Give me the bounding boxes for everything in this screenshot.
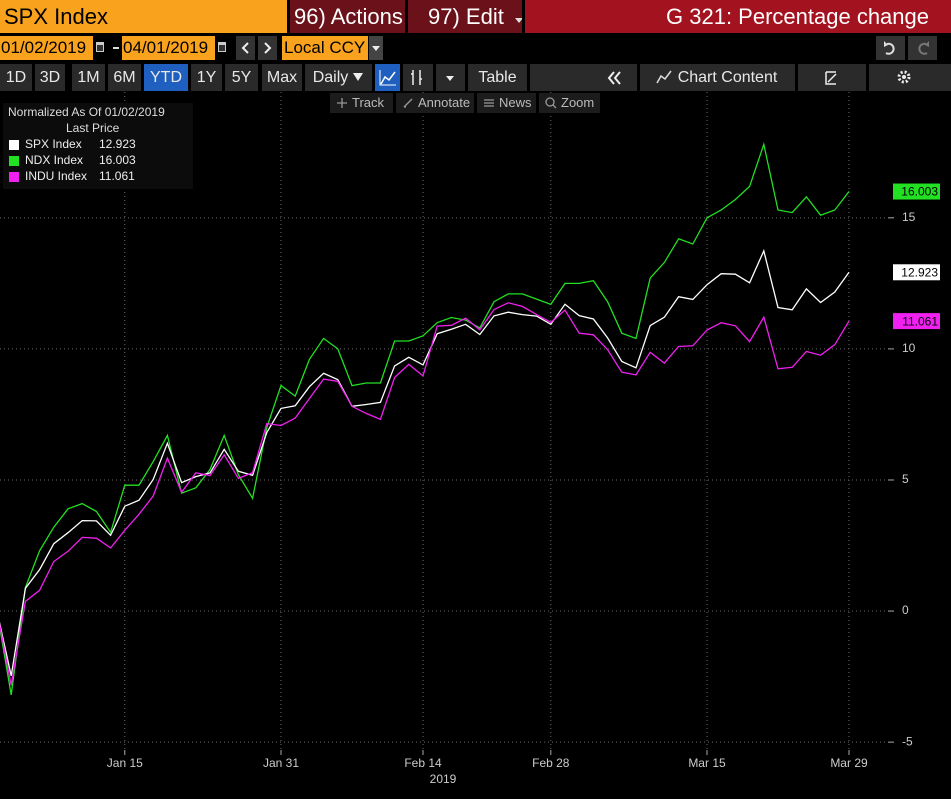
frequency-select[interactable]: Daily [305,64,372,91]
legend-swatch [9,156,19,166]
end-date-input[interactable]: 04/01/2019 [122,36,215,60]
chart: -5 0 5 10 15 Jan 15 Jan 31 Feb 14 Feb 28 Mar 15 Ma… [0,92,940,786]
tool-icon [545,97,557,109]
legend-swatch [9,172,19,182]
x-axis-label: 2019 [430,772,457,786]
undo-redo[interactable] [876,36,938,60]
last-value-box [893,313,940,330]
tool-button[interactable]: News [477,93,536,113]
last-value-label: 11.061 [902,314,938,328]
start-date-input[interactable]: 01/02/2019 [0,36,93,60]
legend-label: INDU Index [25,169,87,183]
edit-label: 97) Edit [428,4,504,29]
last-value-label: 12.923 [901,265,938,279]
tool-button[interactable]: Track [330,93,393,113]
x-tick-label: Jan 15 [107,756,143,770]
actions-menu[interactable]: 96) Actions [290,0,405,33]
tool-icon [484,99,494,107]
series-line [0,248,850,676]
actions-label: 96) Actions [294,4,403,29]
page-title: G 321: Percentage change [525,0,951,33]
tool-icon [403,98,413,108]
dropdown-arrow[interactable] [369,36,383,60]
x-tick-label: Feb 28 [532,756,570,770]
series-line [0,141,850,696]
security-field[interactable]: SPX Index [0,0,287,33]
last-value-label: 16.003 [901,185,938,199]
tool-icon [337,98,347,108]
period-button[interactable]: 1D [0,64,32,91]
x-tick-label: Mar 29 [830,756,868,770]
period-button[interactable]: YTD [144,64,188,91]
frequency-label: Daily [312,69,349,86]
legend-value: 11.061 [99,169,135,183]
table-button[interactable]: Table [468,64,527,91]
dropdown-arrow [514,18,522,23]
period-button[interactable]: 6M [108,64,141,91]
period-button[interactable]: 3D [35,64,65,91]
currency-select[interactable]: Local CCY [282,36,368,60]
series-line [0,302,850,686]
period-button[interactable]: 1Y [191,64,222,91]
legend-box [3,103,193,189]
x-tick-label: Feb 14 [404,756,442,770]
legend-value: 16.003 [99,153,136,167]
date-separator [113,47,119,49]
tool-button[interactable]: Annotate [396,93,474,113]
tool-button[interactable]: Zoom [539,93,600,113]
last-value-box [893,264,940,281]
settings-buttons[interactable] [798,64,951,91]
legend-title: Normalized As Of 01/02/2019 [8,105,165,119]
legend-label: SPX Index [25,137,82,151]
y-tick-label: 10 [902,341,916,355]
y-tick-label: 5 [902,472,909,486]
y-tick-label: 0 [902,603,909,617]
calendar-icon[interactable] [217,40,227,54]
legend-label: NDX Index [25,153,83,167]
collapse-button[interactable] [530,64,637,91]
period-button[interactable]: 5Y [225,64,258,91]
x-tick-label: Jan 31 [263,756,299,770]
x-tick-label: Mar 15 [688,756,726,770]
dropdown-arrow [353,73,364,81]
calendar-icon[interactable] [95,40,105,54]
chart-type-buttons[interactable] [375,64,465,91]
chart-content-icon [656,70,672,84]
y-tick-label: 15 [902,210,916,224]
period-button[interactable]: 1M [72,64,105,91]
legend-subtitle: Last Price [66,121,120,135]
legend-value: 12.923 [99,137,136,151]
last-value-box [893,183,940,200]
legend: Normalized As Of 01/02/2019 Last Price SPX… [3,103,193,189]
period-button[interactable]: Max [262,64,302,91]
y-tick-label: -5 [902,734,913,748]
legend-swatch [9,140,19,150]
date-step-buttons[interactable] [236,36,278,60]
edit-menu[interactable]: 97) Edit [408,0,522,33]
